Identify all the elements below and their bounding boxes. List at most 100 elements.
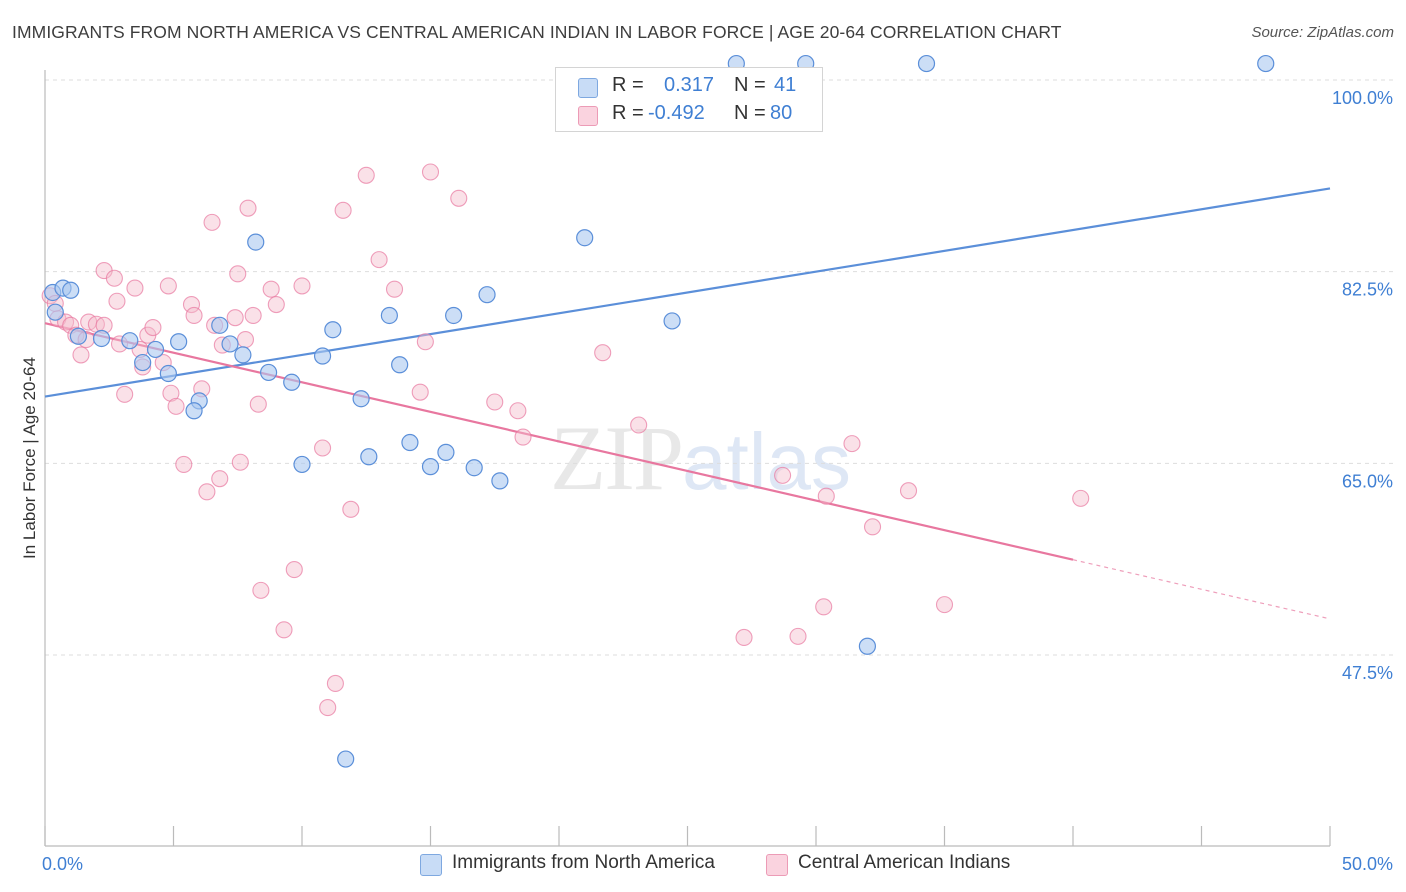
data-point-central-american-indians [182, 295, 201, 314]
data-point-north-america [62, 281, 80, 299]
data-point-north-america [92, 329, 111, 348]
data-point-north-america [313, 347, 332, 365]
data-point-central-american-indians [108, 292, 126, 310]
data-point-central-american-indians [514, 428, 532, 446]
stats-n-label: N = [734, 102, 766, 124]
stats-n-value: 80 [770, 102, 793, 124]
stats-r-value: -0.492 [648, 102, 705, 124]
y-tick-label: 82.5% [1342, 280, 1393, 300]
data-point-central-american-indians [416, 333, 434, 351]
source-note: Source: ZipAtlas.com [1251, 24, 1394, 41]
data-point-central-american-indians [421, 163, 440, 181]
central-american-indians-points [41, 163, 1090, 717]
data-point-central-american-indians [630, 416, 648, 434]
data-point-central-american-indians [126, 279, 144, 297]
data-point-central-american-indians [935, 596, 954, 614]
data-point-central-american-indians [236, 331, 255, 349]
data-point-central-american-indians [229, 265, 247, 283]
data-point-central-american-indians [326, 674, 344, 693]
data-point-north-america [491, 472, 509, 490]
data-point-central-american-indians [105, 269, 123, 287]
trend-line-1 [44, 322, 1074, 561]
data-point-central-american-indians [843, 435, 861, 453]
watermark: ZIPatlas [550, 405, 851, 511]
data-point-north-america [465, 459, 483, 477]
stats-box: R = 0.317 N = 41 R = -0.492 N = 80 [555, 67, 823, 132]
data-point-central-american-indians [509, 402, 527, 420]
data-point-north-america [121, 332, 139, 350]
data-point-north-america [421, 458, 440, 476]
data-point-north-america [391, 356, 409, 374]
data-point-north-america [159, 364, 177, 383]
stats-n-value: 41 [774, 74, 797, 96]
data-point-central-american-indians [167, 397, 185, 415]
data-point-north-america [437, 443, 455, 461]
data-point-north-america [134, 353, 152, 372]
data-point-central-american-indians [334, 201, 352, 219]
data-point-central-american-indians [863, 518, 882, 536]
stats-swatch-blue [578, 78, 598, 98]
stats-r-label: R = [612, 102, 644, 124]
legend-swatch-blue [420, 854, 442, 876]
data-point-central-american-indians [899, 482, 918, 500]
legend-label: Immigrants from North America [452, 852, 715, 873]
data-point-central-american-indians [594, 344, 612, 362]
x-tick-label: 50.0% [1342, 854, 1393, 874]
stats-n-label: N = [734, 74, 766, 96]
data-point-central-american-indians [72, 346, 90, 364]
watermark-atlas: atlas [682, 417, 851, 506]
data-point-central-american-indians [411, 383, 429, 401]
data-point-central-american-indians [385, 280, 404, 298]
legend-label: Central American Indians [798, 852, 1011, 873]
y-tick-label: 100.0% [1332, 88, 1393, 108]
data-point-north-america [221, 335, 239, 353]
data-point-central-american-indians [774, 466, 792, 484]
y-tick-label: 47.5% [1342, 663, 1393, 683]
watermark-zip: ZIP [550, 407, 684, 509]
trend-lines [44, 187, 1331, 620]
data-point-north-america [46, 303, 64, 321]
data-point-central-american-indians [185, 306, 203, 325]
data-point-north-america [69, 327, 88, 345]
data-point-central-american-indians [144, 318, 162, 337]
data-point-central-american-indians [486, 393, 504, 411]
north-america-points [44, 54, 1275, 768]
data-point-north-america [445, 306, 463, 325]
data-point-central-american-indians [267, 295, 285, 314]
data-point-north-america [478, 286, 496, 304]
data-point-north-america [917, 54, 936, 73]
data-point-central-american-indians [116, 385, 134, 403]
data-point-central-american-indians [159, 277, 177, 295]
x-tick-label: 0.0% [42, 854, 83, 874]
data-point-north-america [337, 750, 355, 768]
data-point-central-american-indians [252, 581, 270, 599]
data-point-central-american-indians [370, 251, 388, 269]
y-tick-label: 65.0% [1342, 471, 1393, 491]
data-point-central-american-indians [262, 280, 280, 298]
data-point-north-america [360, 448, 378, 466]
data-point-north-america [401, 433, 419, 452]
data-point-north-america [170, 333, 188, 351]
data-point-central-american-indians [239, 199, 257, 217]
data-point-north-america [380, 306, 398, 325]
data-point-central-american-indians [319, 699, 337, 717]
data-point-north-america [259, 363, 278, 382]
trend-line-dashed-1 [1072, 559, 1331, 620]
stats-r-value: 0.317 [664, 74, 715, 96]
data-point-north-america [663, 312, 681, 330]
data-point-central-american-indians [275, 621, 293, 639]
data-point-north-america [185, 402, 203, 420]
data-point-north-america [146, 340, 165, 359]
data-point-central-american-indians [735, 628, 753, 647]
data-point-central-american-indians [211, 470, 229, 488]
data-point-north-america [1257, 54, 1275, 73]
data-point-north-america [283, 373, 301, 391]
data-point-north-america [324, 321, 342, 339]
data-point-central-american-indians [293, 277, 311, 295]
data-point-central-american-indians [815, 598, 833, 616]
data-point-central-american-indians [226, 309, 244, 327]
data-point-north-america [211, 316, 229, 334]
chart-title: IMMIGRANTS FROM NORTH AMERICA VS CENTRAL… [12, 22, 1062, 42]
data-point-central-american-indians [231, 453, 249, 471]
